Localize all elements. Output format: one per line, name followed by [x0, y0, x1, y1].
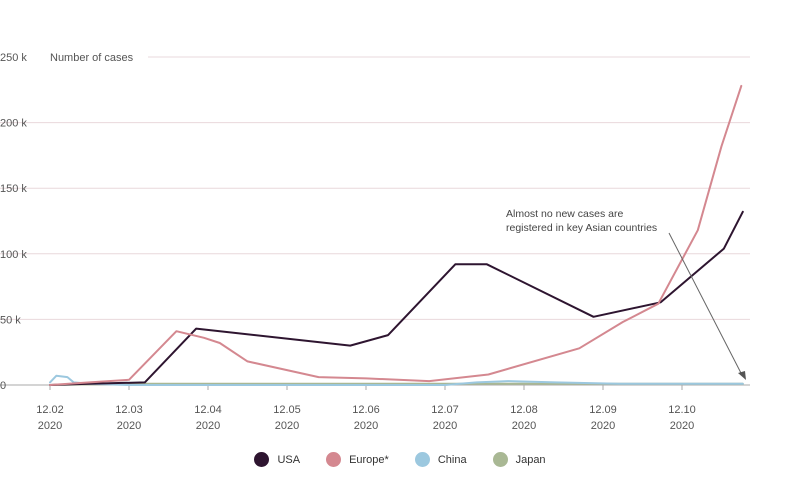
x-tick-label: 12.07 [431, 404, 459, 416]
y-tick-label: 250 k [0, 52, 27, 64]
line-chart: 0 50 k 100 k 150 k 200 k 250 k Number of case… [0, 52, 750, 432]
legend: USA Europe* China Japan [0, 452, 800, 467]
x-tick-year: 2020 [196, 420, 220, 432]
y-tick-label: 200 k [0, 118, 27, 130]
annotation-line-1: Almost no new cases are [506, 208, 623, 220]
y-tick-label: 0 [0, 380, 6, 392]
y-tick-label: 100 k [0, 249, 27, 261]
series-line-usa [49, 210, 744, 386]
grid-lines [0, 56, 750, 386]
y-axis-title: Number of cases [50, 52, 134, 64]
y-tick-label: 150 k [0, 183, 27, 195]
x-tick-label: 12.03 [115, 404, 143, 416]
legend-swatch [492, 452, 508, 467]
y-tick-label: 50 k [0, 314, 21, 326]
annotation-line-2: registered in key Asian countries [506, 222, 657, 234]
x-tick-year: 2020 [38, 420, 62, 432]
annotation: Almost no new cases are registered in ke… [506, 208, 746, 380]
legend-item-usa[interactable]: USA [254, 452, 300, 467]
legend-swatch [254, 452, 270, 467]
x-tick-year: 2020 [354, 420, 378, 432]
x-tick-label: 12.04 [194, 404, 222, 416]
legend-swatch [326, 452, 342, 467]
x-tick-label: 12.06 [352, 404, 380, 416]
legend-label: USA [277, 453, 301, 466]
legend-item-japan[interactable]: Japan [492, 452, 546, 467]
y-axis-ticks: 0 50 k 100 k 150 k 200 k 250 k [0, 52, 27, 392]
x-axis-ticks: 12.02 2020 12.03 2020 12.04 2020 12.05 2020 12.0… [36, 385, 696, 432]
x-tick-label: 12.08 [510, 404, 538, 416]
legend-item-china[interactable]: China [414, 452, 467, 467]
x-tick-label: 12.05 [273, 404, 301, 416]
x-tick-label: 12.10 [668, 404, 696, 416]
x-tick-year: 2020 [591, 420, 615, 432]
annotation-arrow-line [668, 232, 743, 376]
x-tick-year: 2020 [433, 420, 457, 432]
x-tick-year: 2020 [117, 420, 141, 432]
legend-swatch [414, 452, 430, 467]
legend-label: China [437, 453, 467, 466]
x-tick-year: 2020 [275, 420, 299, 432]
legend-label: Europe* [349, 453, 389, 466]
annotation-arrowhead [738, 371, 746, 380]
series-lines [49, 84, 744, 386]
x-tick-label: 12.02 [36, 404, 64, 416]
series-line-china [49, 374, 744, 386]
legend-item-europe[interactable]: Europe* [326, 452, 389, 467]
x-tick-year: 2020 [512, 420, 536, 432]
series-line-europe [49, 84, 743, 386]
x-tick-year: 2020 [670, 420, 694, 432]
x-tick-label: 12.09 [589, 404, 617, 416]
legend-label: Japan [515, 453, 546, 466]
